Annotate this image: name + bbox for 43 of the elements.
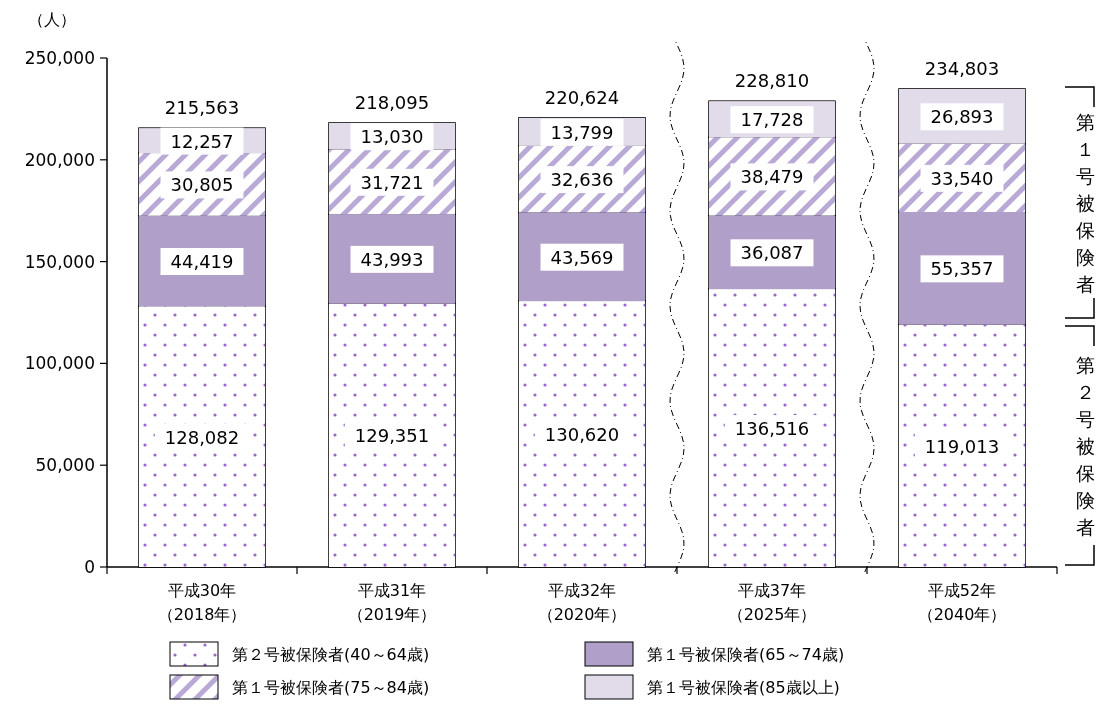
data-label: 12,257 xyxy=(170,130,234,152)
data-label: 136,516 xyxy=(734,418,810,440)
data-label: 32,636 xyxy=(550,169,614,191)
y-tick-label: 100,000 xyxy=(24,353,95,374)
x-tick-label: 平成37年（2025年） xyxy=(727,581,817,624)
data-label: 130,620 xyxy=(544,424,620,446)
data-label: 31,721 xyxy=(360,171,424,193)
y-tick-label: 0 xyxy=(84,557,95,577)
x-tick-label: 平成32年（2020年） xyxy=(537,581,627,624)
data-label: 43,569 xyxy=(550,246,614,268)
data-label: 55,357 xyxy=(930,258,994,280)
y-tick-label: 250,000 xyxy=(24,48,95,68)
legend-label: 第１号被保険者(85歳以上) xyxy=(647,678,840,697)
data-label: 129,351 xyxy=(354,425,430,447)
total-label: 218,095 xyxy=(354,91,430,113)
legend-label: 第２号被保険者(40～64歳) xyxy=(232,645,430,664)
total-label: 228,810 xyxy=(734,70,810,92)
data-label: 26,893 xyxy=(930,106,994,128)
legend-label: 第１号被保険者(65～74歳) xyxy=(647,645,845,664)
data-label: 44,419 xyxy=(170,251,234,273)
x-tick-label: 平成30年（2018年） xyxy=(157,581,247,624)
data-label: 36,087 xyxy=(740,242,804,264)
data-label: 13,030 xyxy=(360,126,424,148)
x-tick-label: 平成31年（2019年） xyxy=(347,581,437,624)
data-label: 30,805 xyxy=(170,174,234,196)
data-label: 33,540 xyxy=(930,167,994,189)
y-tick-label: 150,000 xyxy=(24,251,95,272)
data-label: 13,799 xyxy=(550,121,614,143)
data-label: 43,993 xyxy=(360,248,424,270)
data-label: 119,013 xyxy=(924,435,1000,457)
y-tick-label: 200,000 xyxy=(24,149,95,170)
data-label: 38,479 xyxy=(740,166,804,188)
y-tick-label: 50,000 xyxy=(35,455,95,476)
text: 第２号被保険者 xyxy=(1075,353,1095,538)
data-label: 17,728 xyxy=(740,109,804,131)
y-axis-title: （人） xyxy=(28,10,76,29)
total-label: 220,624 xyxy=(544,86,620,108)
data-label: 128,082 xyxy=(164,426,240,448)
text: 第１号被保険者 xyxy=(1075,110,1095,295)
total-label: 234,803 xyxy=(924,57,1000,79)
x-tick-label: 平成52年（2040年） xyxy=(917,581,1007,624)
total-label: 215,563 xyxy=(164,97,240,119)
legend-label: 第１号被保険者(75～84歳) xyxy=(232,678,430,697)
